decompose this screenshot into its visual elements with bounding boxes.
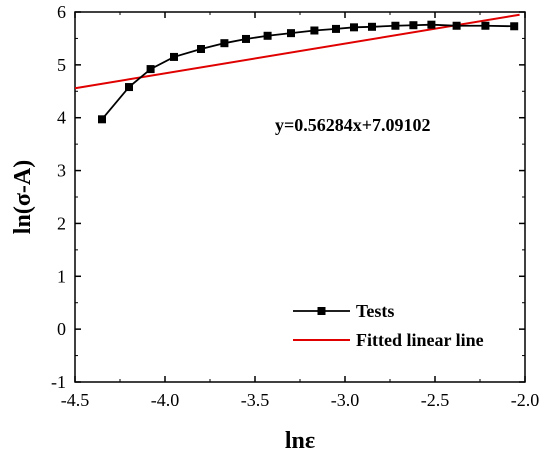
y-tick-label: 5 (57, 55, 66, 75)
tests-line (101, 23, 515, 120)
regression-equation: y=0.56284x+7.09102 (275, 115, 431, 135)
x-tick-label: -2.0 (511, 390, 540, 410)
tests-marker (263, 31, 272, 40)
tests-marker (427, 20, 436, 29)
tests-marker (170, 52, 178, 61)
tests-marker (332, 24, 340, 33)
tests-marker (220, 39, 229, 48)
x-axis-label: lnε (285, 428, 315, 454)
tests-marker (452, 21, 461, 30)
tests-marker (481, 21, 490, 30)
tests-marker (125, 83, 133, 92)
y-tick-label: 0 (57, 319, 66, 339)
legend-tests-marker (317, 307, 326, 315)
y-tick-label: -1 (51, 372, 66, 392)
y-axis-label: ln(σ-A) (10, 160, 36, 234)
tests-marker (98, 115, 106, 124)
x-tick-label: -3.0 (331, 390, 360, 410)
y-tick-label: 2 (57, 213, 66, 233)
tests-marker (391, 21, 400, 30)
y-tick-label: 3 (57, 161, 66, 181)
legend-fit-label: Fitted linear line (356, 330, 484, 350)
tests-marker (146, 65, 155, 74)
legend-tests-label: Tests (356, 301, 394, 321)
x-tick-label: -2.5 (421, 390, 450, 410)
x-tick-label: -4.0 (151, 390, 180, 410)
tests-marker (310, 26, 319, 35)
tests-marker (368, 22, 376, 31)
plot-frame (74, 11, 526, 383)
tests-marker (510, 22, 519, 31)
tests-marker (197, 45, 205, 53)
tests-marker (409, 21, 418, 30)
x-tick-label: -3.5 (241, 390, 270, 410)
fitted-line (74, 13, 520, 90)
tests-marker (242, 34, 250, 43)
tests-marker (350, 23, 358, 32)
x-tick-label: -4.5 (61, 390, 90, 410)
tests-marker (287, 29, 295, 38)
y-tick-label: 6 (57, 2, 66, 22)
y-tick-label: 1 (57, 266, 66, 286)
plot-area: -4.5 -4.0 -3.5 -3.0 -2.5 -2.0 -1 0 1 2 3 4 5 6 (51, 2, 539, 410)
legend: Tests Fitted linear line (293, 301, 484, 350)
y-tick-label: 4 (57, 108, 66, 128)
